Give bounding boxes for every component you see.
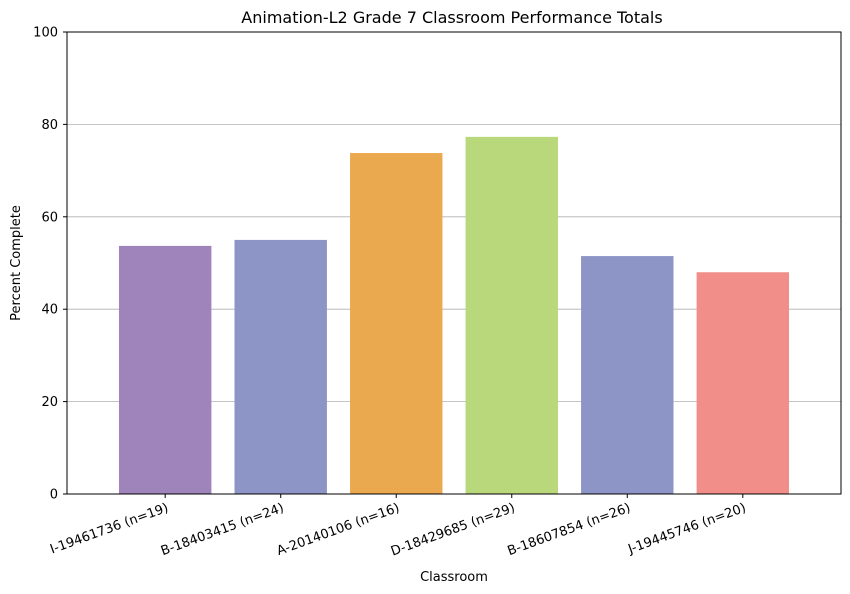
bars bbox=[118, 136, 790, 494]
plot-frame bbox=[66, 31, 842, 495]
y-tick-label: 80 bbox=[41, 118, 58, 133]
y-axis-ticks: 0 20 40 60 80 100 bbox=[33, 26, 67, 503]
y-tick-label: 20 bbox=[41, 395, 58, 410]
y-axis-label: Percent Complete bbox=[9, 205, 24, 321]
chart-title: Animation-L2 Grade 7 Classroom Performan… bbox=[241, 8, 662, 27]
bar bbox=[118, 245, 212, 494]
y-tick-label: 100 bbox=[33, 26, 58, 41]
x-axis-label: Classroom bbox=[420, 570, 488, 585]
bar bbox=[350, 153, 443, 494]
bar bbox=[465, 136, 558, 494]
bar bbox=[696, 272, 790, 494]
bar bbox=[581, 256, 674, 494]
bar bbox=[234, 239, 327, 494]
y-tick-label: 0 bbox=[50, 488, 58, 503]
y-tick-label: 60 bbox=[41, 210, 58, 225]
y-tick-label: 40 bbox=[41, 303, 58, 318]
